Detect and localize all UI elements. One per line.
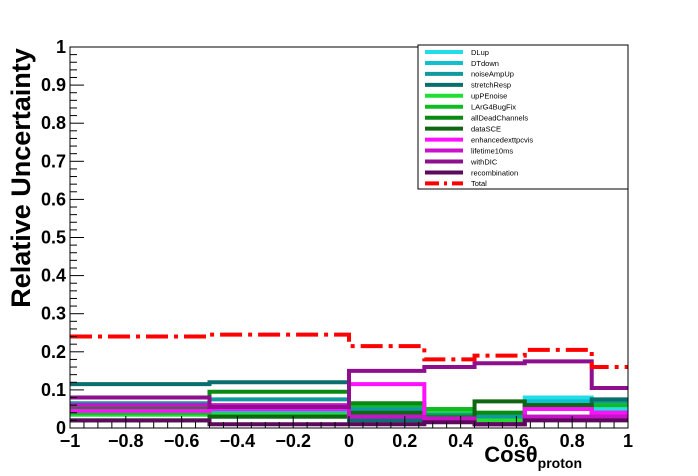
y-tick-label: 0.6	[41, 189, 66, 209]
x-axis-title-subscript: proton	[538, 455, 582, 471]
x-tick-label: −0.6	[164, 431, 200, 451]
legend-label-noiseampup: noiseAmpUp	[471, 70, 514, 79]
legend-label-enhancedexttpcvis: enhancedexttpcvis	[471, 135, 533, 144]
y-tick-label: 0.7	[41, 151, 66, 171]
legend: DLup DTdown noiseAmpUp stretchResp upPEnoise…	[417, 44, 629, 190]
legend-label-dtdown: DTdown	[471, 59, 499, 68]
x-tick-label: −1	[60, 431, 81, 451]
x-axis-title: Cosθproton	[484, 442, 582, 471]
x-tick-label: 0.4	[448, 431, 473, 451]
x-tick-label: 0	[344, 431, 354, 451]
y-tick-label: 0.9	[41, 75, 66, 95]
y-tick-label: 0.5	[41, 228, 66, 248]
legend-label-withdic: withDIC	[470, 157, 498, 166]
series-layer	[70, 332, 628, 427]
legend-label-datasce: dataSCE	[471, 124, 501, 133]
legend-label-recombination: recombination	[471, 168, 518, 177]
y-tick-label: 0.4	[41, 266, 66, 286]
series-line-withdic	[70, 359, 628, 410]
y-axis-title: Relative Uncertainty	[6, 48, 36, 308]
x-tick-label: 0.2	[392, 431, 417, 451]
legend-label-total: Total	[471, 179, 487, 188]
legend-label-uppenoise: upPEnoise	[471, 92, 507, 101]
x-tick-label: −0.2	[275, 431, 311, 451]
x-tick-label: 1	[623, 431, 633, 451]
x-tick-label: −0.8	[108, 431, 144, 451]
legend-label-stretchresp: stretchResp	[471, 81, 511, 90]
y-tick-label: 0.2	[41, 342, 66, 362]
series-line-total	[70, 332, 628, 370]
y-tick-label: 0.1	[41, 380, 66, 400]
y-tick-label: 1	[56, 37, 66, 57]
y-tick-label: 0.8	[41, 113, 66, 133]
x-axis-title-main: Cosθ	[484, 442, 537, 467]
x-tick-label: 0.6	[504, 431, 529, 451]
legend-label-larg4bugfix: LArG4BugFix	[471, 103, 516, 112]
legend-label-lifetime10ms: lifetime10ms	[471, 146, 513, 155]
legend-label-dlup: DLup	[471, 48, 489, 57]
axes: −1 −0.8 −0.6 −0.4 −0.2 0 0.2 0.4 0.6 0.8 1 0 0.1 0.2 0…	[41, 37, 633, 451]
y-tick-label: 0.3	[41, 304, 66, 324]
y-tick-label: 0	[56, 418, 66, 438]
legend-label-alldeadchannels: allDeadChannels	[471, 114, 528, 123]
x-tick-label: 0.8	[560, 431, 585, 451]
x-tick-label: −0.4	[220, 431, 256, 451]
